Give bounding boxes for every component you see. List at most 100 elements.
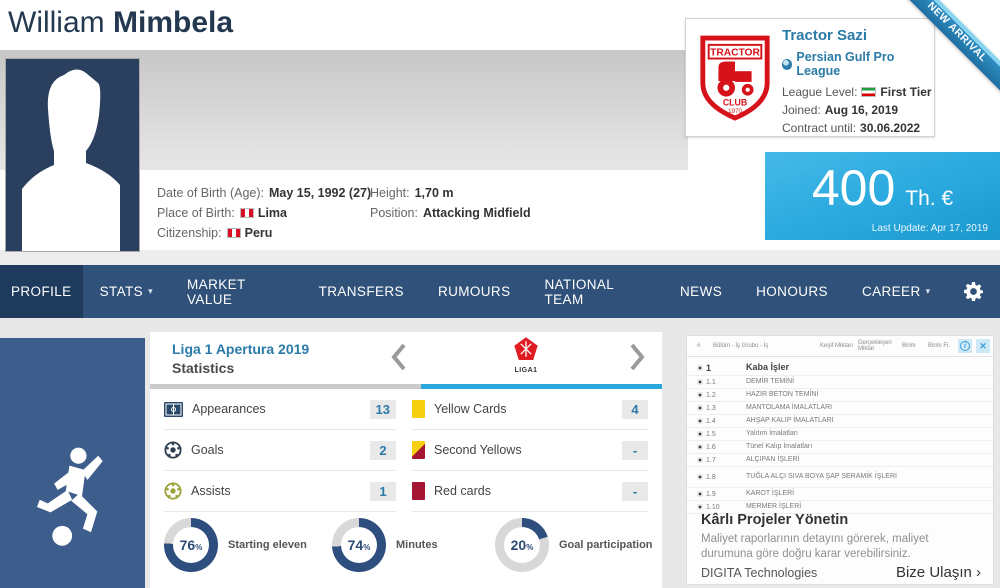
ad-row-name: KAROT İŞLERİ	[746, 490, 795, 498]
stat-row-appearances: Appearances 13	[164, 389, 396, 430]
ad-body-text: Maliyet raporlarının detayını görerek, m…	[701, 533, 929, 560]
ad-row-name: DEMİR TEMİNİ	[746, 378, 795, 386]
row-bullet-icon	[697, 379, 703, 385]
ad-row: 1.2 HAZIR BETON TEMİNİ	[687, 389, 993, 402]
crest-text-club: CLUB	[723, 97, 747, 107]
stats-column-left: Appearances 13 Goals 2	[164, 389, 396, 512]
ad-table-header: # Bölüm - İş Grubu - İş Keşif Miktarı Ge…	[687, 336, 993, 357]
crest-text-year: 1970	[728, 108, 743, 115]
ad-row: 1.4 AHŞAP KALIP İMALATLARI	[687, 415, 993, 428]
donut-label: Goal participation	[559, 539, 653, 551]
stat-row-yellow-cards: Yellow Cards 4	[412, 389, 648, 430]
stat-value: -	[622, 481, 648, 501]
settings-gear-icon[interactable]	[948, 265, 1000, 318]
progress-active-segment	[421, 384, 662, 389]
prev-competition-arrow[interactable]	[390, 342, 408, 372]
content-area: Liga 1 Apertura 2019 Statistics LIGA1	[0, 318, 1000, 588]
detail-value: 1,70 m	[414, 186, 454, 200]
donut-percent: 74	[347, 537, 364, 553]
ad-advertiser-link[interactable]: DIGITA Technologies	[701, 565, 818, 580]
left-decoration-panel	[0, 338, 145, 588]
detail-value: May 15, 1992 (27)	[269, 186, 372, 200]
club-name-link[interactable]: Tractor Sazi	[782, 27, 868, 44]
ad-row-num: 1	[706, 362, 712, 373]
nav-tab-rumours[interactable]: RUMOURS	[437, 284, 511, 299]
ad-row: 1.7 ALÇIPAN İŞLERİ	[687, 454, 993, 467]
ad-cta-link[interactable]: Bize Ulaşın ›	[895, 564, 981, 581]
ad-close-icon[interactable]: ✕	[976, 339, 990, 353]
red-card-icon	[412, 482, 425, 500]
row-bullet-icon	[697, 431, 703, 437]
ad-headline: Kârlı Projeler Yönetin	[701, 512, 849, 528]
peru-flag-icon	[239, 208, 254, 218]
new-arrival-ribbon: NEW ARRIVAL	[889, 0, 1000, 101]
nav-tab-national-team[interactable]: NATIONAL TEAM	[544, 276, 614, 307]
player-last-name: Mimbela	[113, 6, 234, 39]
player-details-col1: Date of Birth (Age): May 15, 1992 (27) P…	[157, 183, 371, 243]
stat-label: Red cards	[434, 484, 491, 498]
detail-height: Height: 1,70 m	[370, 183, 531, 203]
joined-row: Joined: Aug 16, 2019	[782, 101, 934, 119]
ad-info-icon[interactable]: i	[958, 339, 972, 353]
chevron-down-icon	[148, 286, 153, 297]
row-bullet-icon	[697, 504, 703, 510]
header-content-gap	[0, 250, 1000, 265]
nav-tab-career[interactable]: CAREER	[845, 265, 948, 318]
league-link[interactable]: Persian Gulf Pro League	[782, 50, 934, 78]
donut-percent: 76	[179, 537, 196, 553]
row-bullet-icon	[697, 474, 703, 480]
page-title: William Mimbela	[8, 6, 233, 40]
ad-row: 1.1 DEMİR TEMİNİ	[687, 376, 993, 389]
ad-row: 1.5 Yalıtım İmalatları	[687, 428, 993, 441]
ad-row-name: HAZIR BETON TEMİNİ	[746, 391, 819, 399]
donut-label: Starting eleven	[228, 539, 307, 551]
nav-tab-honours[interactable]: HONOURS	[756, 284, 828, 299]
chevron-down-icon	[926, 286, 931, 297]
next-competition-arrow[interactable]	[628, 342, 646, 372]
joined-label: Joined:	[782, 103, 821, 117]
donut-charts-row: 76% Starting eleven 74% Minutes 20% Goal…	[150, 518, 662, 578]
competition-title[interactable]: Liga 1 Apertura 2019	[172, 341, 310, 357]
nav-tab-label: CAREER	[861, 284, 921, 299]
nav-tab-transfers[interactable]: TRANSFERS	[318, 284, 404, 299]
ad-row-name: TUĞLA ALÇI SIVA BOYA ŞAP SERAMİK İŞLERİ	[746, 473, 897, 481]
stat-value: 4	[622, 399, 648, 419]
contract-label: Contract until:	[782, 121, 857, 135]
nav-tab-news[interactable]: NEWS	[680, 284, 723, 299]
percent-symbol: %	[526, 542, 534, 552]
row-bullet-icon	[697, 392, 703, 398]
iran-flag-icon	[861, 87, 877, 97]
market-value-unit: Th. €	[905, 187, 954, 210]
donut-percent: 20	[510, 537, 527, 553]
ad-col-header: Bölüm - İş Grubu - İş	[713, 342, 769, 349]
statistics-heading: Statistics	[172, 360, 235, 376]
ad-col-header: #	[697, 342, 701, 349]
market-value-box[interactable]: 400 Th. € Last Update: Apr 17, 2019	[765, 152, 1000, 240]
footballer-icon	[37, 447, 103, 546]
detail-value: Lima	[257, 206, 288, 220]
ad-row-num: 1.5	[706, 430, 716, 438]
ball-icon	[164, 441, 182, 459]
ad-row-num: 1.7	[706, 456, 716, 464]
player-first-name: William	[8, 6, 105, 39]
detail-dob: Date of Birth (Age): May 15, 1992 (27)	[157, 183, 371, 203]
ad-row-name: Kaba İşler	[746, 361, 790, 372]
liga1-logo-text: LIGA1	[514, 367, 538, 374]
nav-tab-market-value[interactable]: MARKET VALUE	[187, 276, 246, 307]
donut-minutes: 74% Minutes	[332, 518, 491, 572]
donut-chart: 20%	[495, 518, 549, 572]
ad-row: 1.10 MERMER İŞLERİ	[687, 501, 993, 514]
nav-tab-stats[interactable]: STATS	[83, 265, 170, 318]
ad-bottom-row: DIGITA Technologies Bize Ulaşın ›	[701, 564, 981, 581]
liga1-logo[interactable]: LIGA1	[506, 336, 546, 374]
market-value-amount: 400	[811, 160, 896, 216]
row-bullet-icon	[697, 405, 703, 411]
percent-symbol: %	[195, 542, 203, 552]
detail-label: Place of Birth:	[157, 206, 235, 220]
tractor-club-crest-icon[interactable]: TRACTOR CLUB 1970	[696, 33, 774, 125]
stat-label: Assists	[191, 484, 231, 498]
club-card: TRACTOR CLUB 1970 Tractor Sazi Persian G…	[685, 18, 935, 137]
ad-col-header: Birim Fi.	[928, 342, 950, 349]
ad-row-name: MERMER İŞLERİ	[746, 503, 802, 511]
nav-tab-profile[interactable]: PROFILE	[0, 265, 83, 318]
